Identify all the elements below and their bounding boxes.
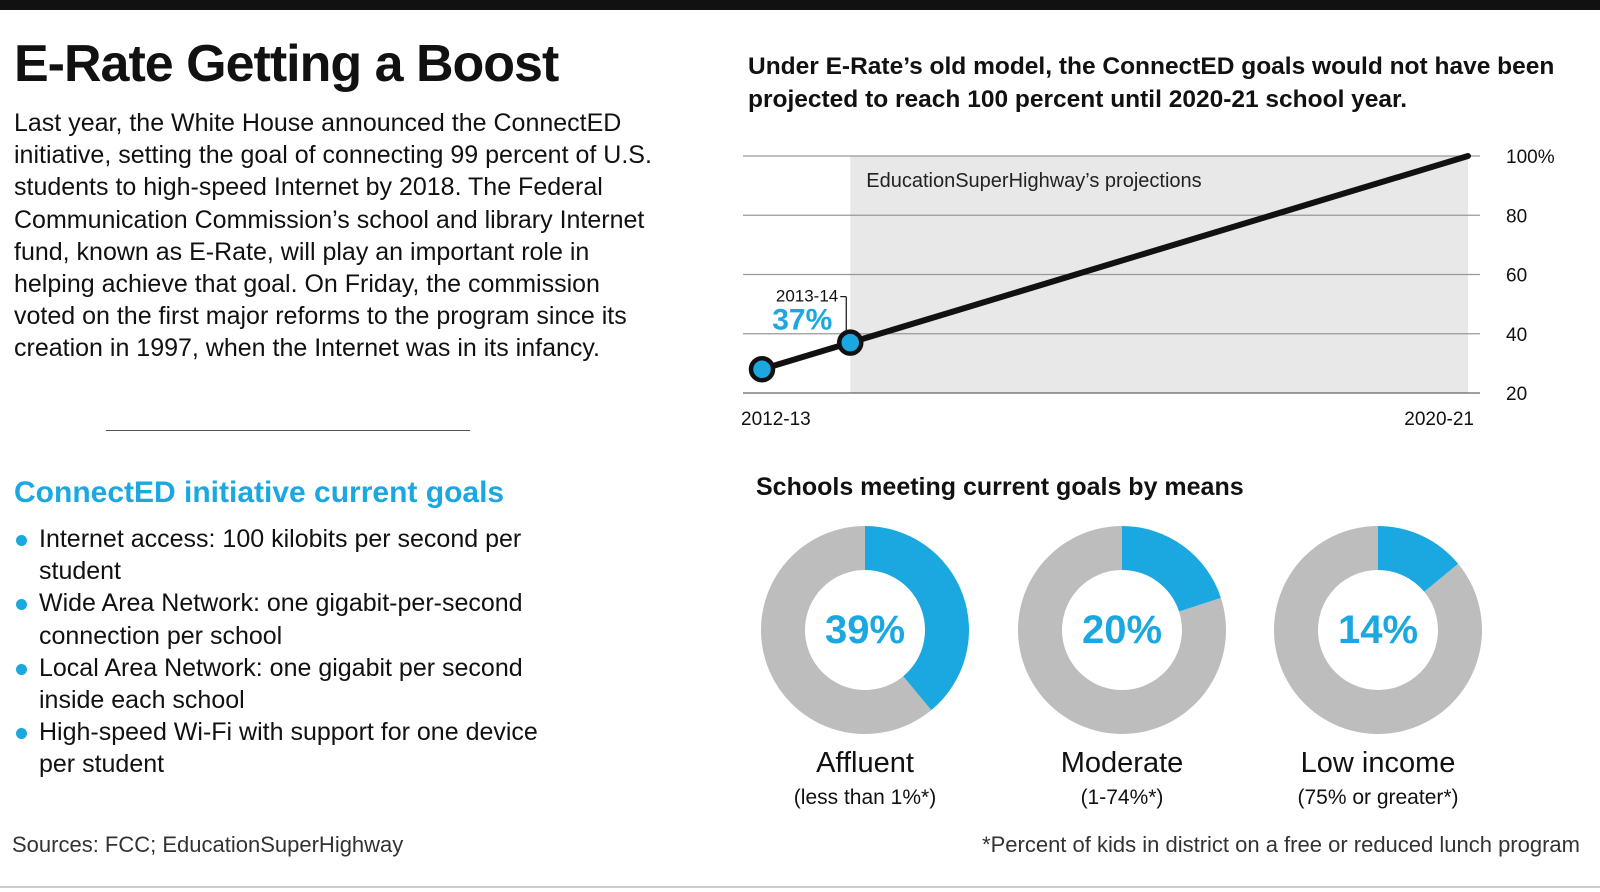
intro-paragraph: Last year, the White House announced the… <box>14 109 652 363</box>
donut-label-affluent: Affluent <box>816 747 914 779</box>
sources-note: Sources: FCC; EducationSuperHighway <box>12 832 404 857</box>
y-tick-label: 80 <box>1506 206 1527 227</box>
annotation-year-label: 2013-14 <box>776 287 838 306</box>
donut-chart-title: Schools meeting current goals by means <box>756 473 1244 501</box>
donut-slice-low-income <box>1378 526 1459 592</box>
bullet-dot-icon <box>16 728 27 740</box>
donut-value-low-income: 14% <box>1338 608 1418 652</box>
donut-label-low-income: Low income <box>1301 747 1456 779</box>
donut-remainder-affluent <box>761 526 932 734</box>
page-title: E-Rate Getting a Boost <box>14 35 559 93</box>
x-tick-label-end: 2020-21 <box>1404 409 1474 430</box>
donut-sublabel-low-income: (75% or greater*) <box>1297 786 1458 809</box>
y-axis-ticks: 100% 80 60 40 20 <box>1506 147 1555 405</box>
bullet-dot-icon <box>16 599 27 611</box>
goal-item: Local Area Network: one gigabit per seco… <box>14 652 574 716</box>
projection-label: EducationSuperHighway’s projections <box>866 170 1201 192</box>
line-chart-title: Under E-Rate’s old model, the ConnectED … <box>748 53 1555 113</box>
donut-remainder-low-income <box>1274 526 1482 734</box>
donut-slice-affluent <box>865 526 969 711</box>
data-point-2012-13 <box>748 356 776 383</box>
goals-title: ConnectED initiative current goals <box>14 476 505 509</box>
donut-sublabel-affluent: (less than 1%*) <box>794 786 936 809</box>
goal-text: Internet access: 100 kilobits per second… <box>39 525 522 586</box>
donut-slice-moderate <box>1122 526 1221 612</box>
annotation-value-label: 37% <box>772 304 832 337</box>
y-tick-label: 60 <box>1506 266 1527 287</box>
section-divider <box>106 430 470 431</box>
goal-text: Wide Area Network: one gigabit-per-secon… <box>39 589 523 650</box>
donut-label-moderate: Moderate <box>1061 747 1184 779</box>
goal-item: High-speed Wi-Fi with support for one de… <box>14 716 574 780</box>
donut-affluent: 39% Affluent (less than 1%*) <box>761 526 969 809</box>
goal-text: Local Area Network: one gigabit per seco… <box>39 653 523 715</box>
bottom-rule <box>0 886 1600 888</box>
goal-item: Internet access: 100 kilobits per second… <box>14 523 574 587</box>
donut-remainder-moderate <box>1018 526 1226 734</box>
donut-moderate: 20% Moderate (1-74%*) <box>1018 526 1226 809</box>
line-chart: EducationSuperHighway’s projections 2013… <box>741 147 1555 430</box>
y-tick-label: 20 <box>1506 384 1527 405</box>
donut-value-affluent: 39% <box>825 608 905 652</box>
goal-text: High-speed Wi-Fi with support for one de… <box>39 718 538 779</box>
bullet-dot-icon <box>16 663 27 675</box>
donut-charts: 39% Affluent (less than 1%*) 20% Moderat… <box>761 526 1482 809</box>
top-rule <box>0 0 1600 10</box>
data-point-2013-14 <box>837 329 864 356</box>
donut-low-income: 14% Low income (75% or greater*) <box>1274 526 1482 809</box>
goals-list: Internet access: 100 kilobits per second… <box>14 523 574 781</box>
y-tick-label: 100% <box>1506 147 1555 168</box>
footnote: *Percent of kids in district on a free o… <box>982 832 1580 857</box>
x-tick-label-start: 2012-13 <box>741 409 811 430</box>
donut-value-moderate: 20% <box>1082 608 1162 652</box>
donut-sublabel-moderate: (1-74%*) <box>1081 786 1164 809</box>
y-tick-label: 40 <box>1506 325 1527 346</box>
goal-item: Wide Area Network: one gigabit-per-secon… <box>14 587 574 651</box>
bullet-dot-icon <box>16 535 27 546</box>
grid-lines <box>743 155 1480 394</box>
